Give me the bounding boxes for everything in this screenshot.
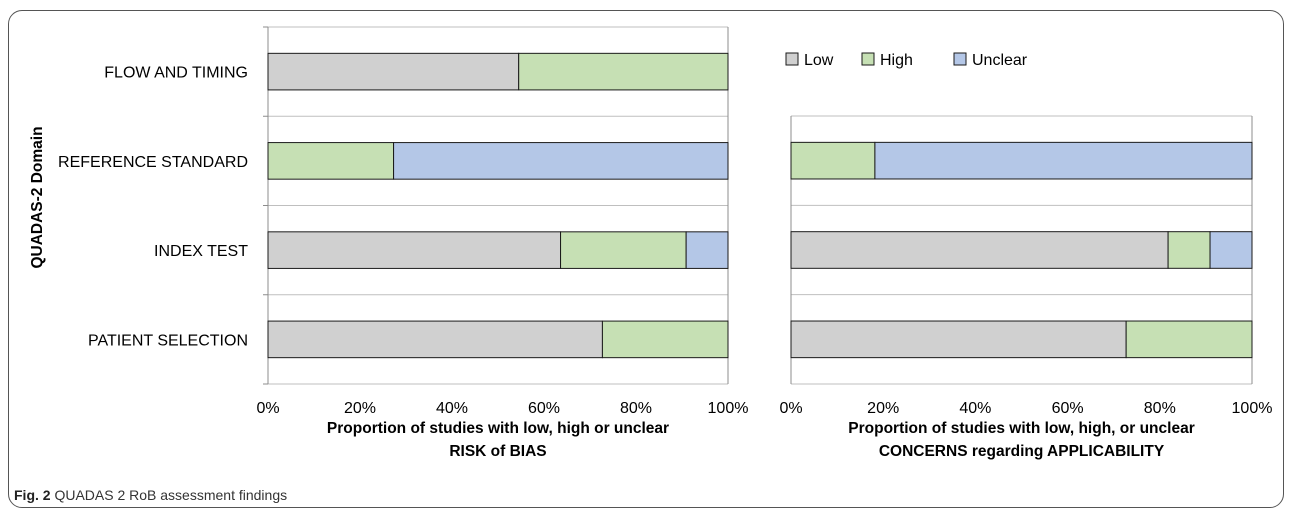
legend-swatch-high [861,52,875,66]
app-x-axis-title: Proportion of studies with low, high, or… [848,420,1194,437]
figure-caption: Fig. 2 QUADAS 2 RoB assessment findings [14,487,287,503]
rob-x-tick-label: 100% [708,400,749,417]
rob-bar-patient-selection-high [601,320,729,359]
caption-label: Fig. 2 [14,487,51,503]
rob-x-tick-label: 0% [256,400,279,417]
rob-category-label: INDEX TEST [154,243,248,260]
app-bar-index-test-low [790,231,1169,269]
legend-swatch-low [785,52,799,66]
rob-bar-patient-selection-low [267,320,603,359]
rob-x-tick-label: 60% [528,400,560,417]
rob-category-label: PATIENT SELECTION [88,332,248,349]
legend: Low High Unclear [785,52,1028,69]
caption-text: QUADAS 2 RoB assessment findings [54,487,288,503]
legend-label-unclear: Unclear [972,52,1028,69]
app-x-tick-label: 0% [779,400,802,417]
legend-label-high: High [880,52,913,69]
rob-x-tick-label: 40% [436,400,468,417]
app-x-tick-label: 20% [867,400,899,417]
app-bar-index-test-unclear [1209,231,1253,269]
rob-bar-flow-and-timing-low [267,52,520,91]
app-bar-reference-standard-unclear [874,141,1253,180]
rob-bar-flow-and-timing-high [518,52,729,91]
app-x-axis-subtitle: CONCERNS regarding APPLICABILITY [879,443,1165,460]
applicability-chart: 0% 20% 40% 60% 80% 100% Proportion of studies … [779,115,1273,460]
rob-y-axis-title: QUADAS-2 Domain [29,126,46,268]
rob-bar-index-test-unclear [685,231,729,269]
rob-x-tick-label: 80% [620,400,652,417]
app-x-tick-label: 80% [1144,400,1176,417]
rob-bar-index-test-high [560,231,687,269]
app-bar-patient-selection-high [1125,320,1253,359]
legend-label-low: Low [804,52,834,69]
rob-category-label: REFERENCE STANDARD [58,154,248,171]
app-bar-reference-standard-high [790,141,876,180]
risk-of-bias-chart: PATIENT SELECTION INDEX TEST REFERENCE STA… [29,26,749,460]
legend-swatch-unclear [953,52,967,66]
app-x-tick-label: 100% [1232,400,1273,417]
rob-x-axis-subtitle: RISK of BIAS [449,443,546,460]
app-x-tick-label: 40% [959,400,991,417]
rob-x-axis-title: Proportion of studies with low, high or … [327,420,669,437]
rob-bar-reference-standard-high [267,142,395,180]
app-x-tick-label: 60% [1052,400,1084,417]
app-bar-patient-selection-low [790,320,1127,359]
rob-x-tick-label: 20% [344,400,376,417]
rob-bar-reference-standard-unclear [393,142,729,180]
rob-category-label: FLOW AND TIMING [104,65,248,82]
app-bar-index-test-high [1167,231,1211,269]
figure-frame [8,10,1284,508]
rob-bar-index-test-low [267,231,562,269]
